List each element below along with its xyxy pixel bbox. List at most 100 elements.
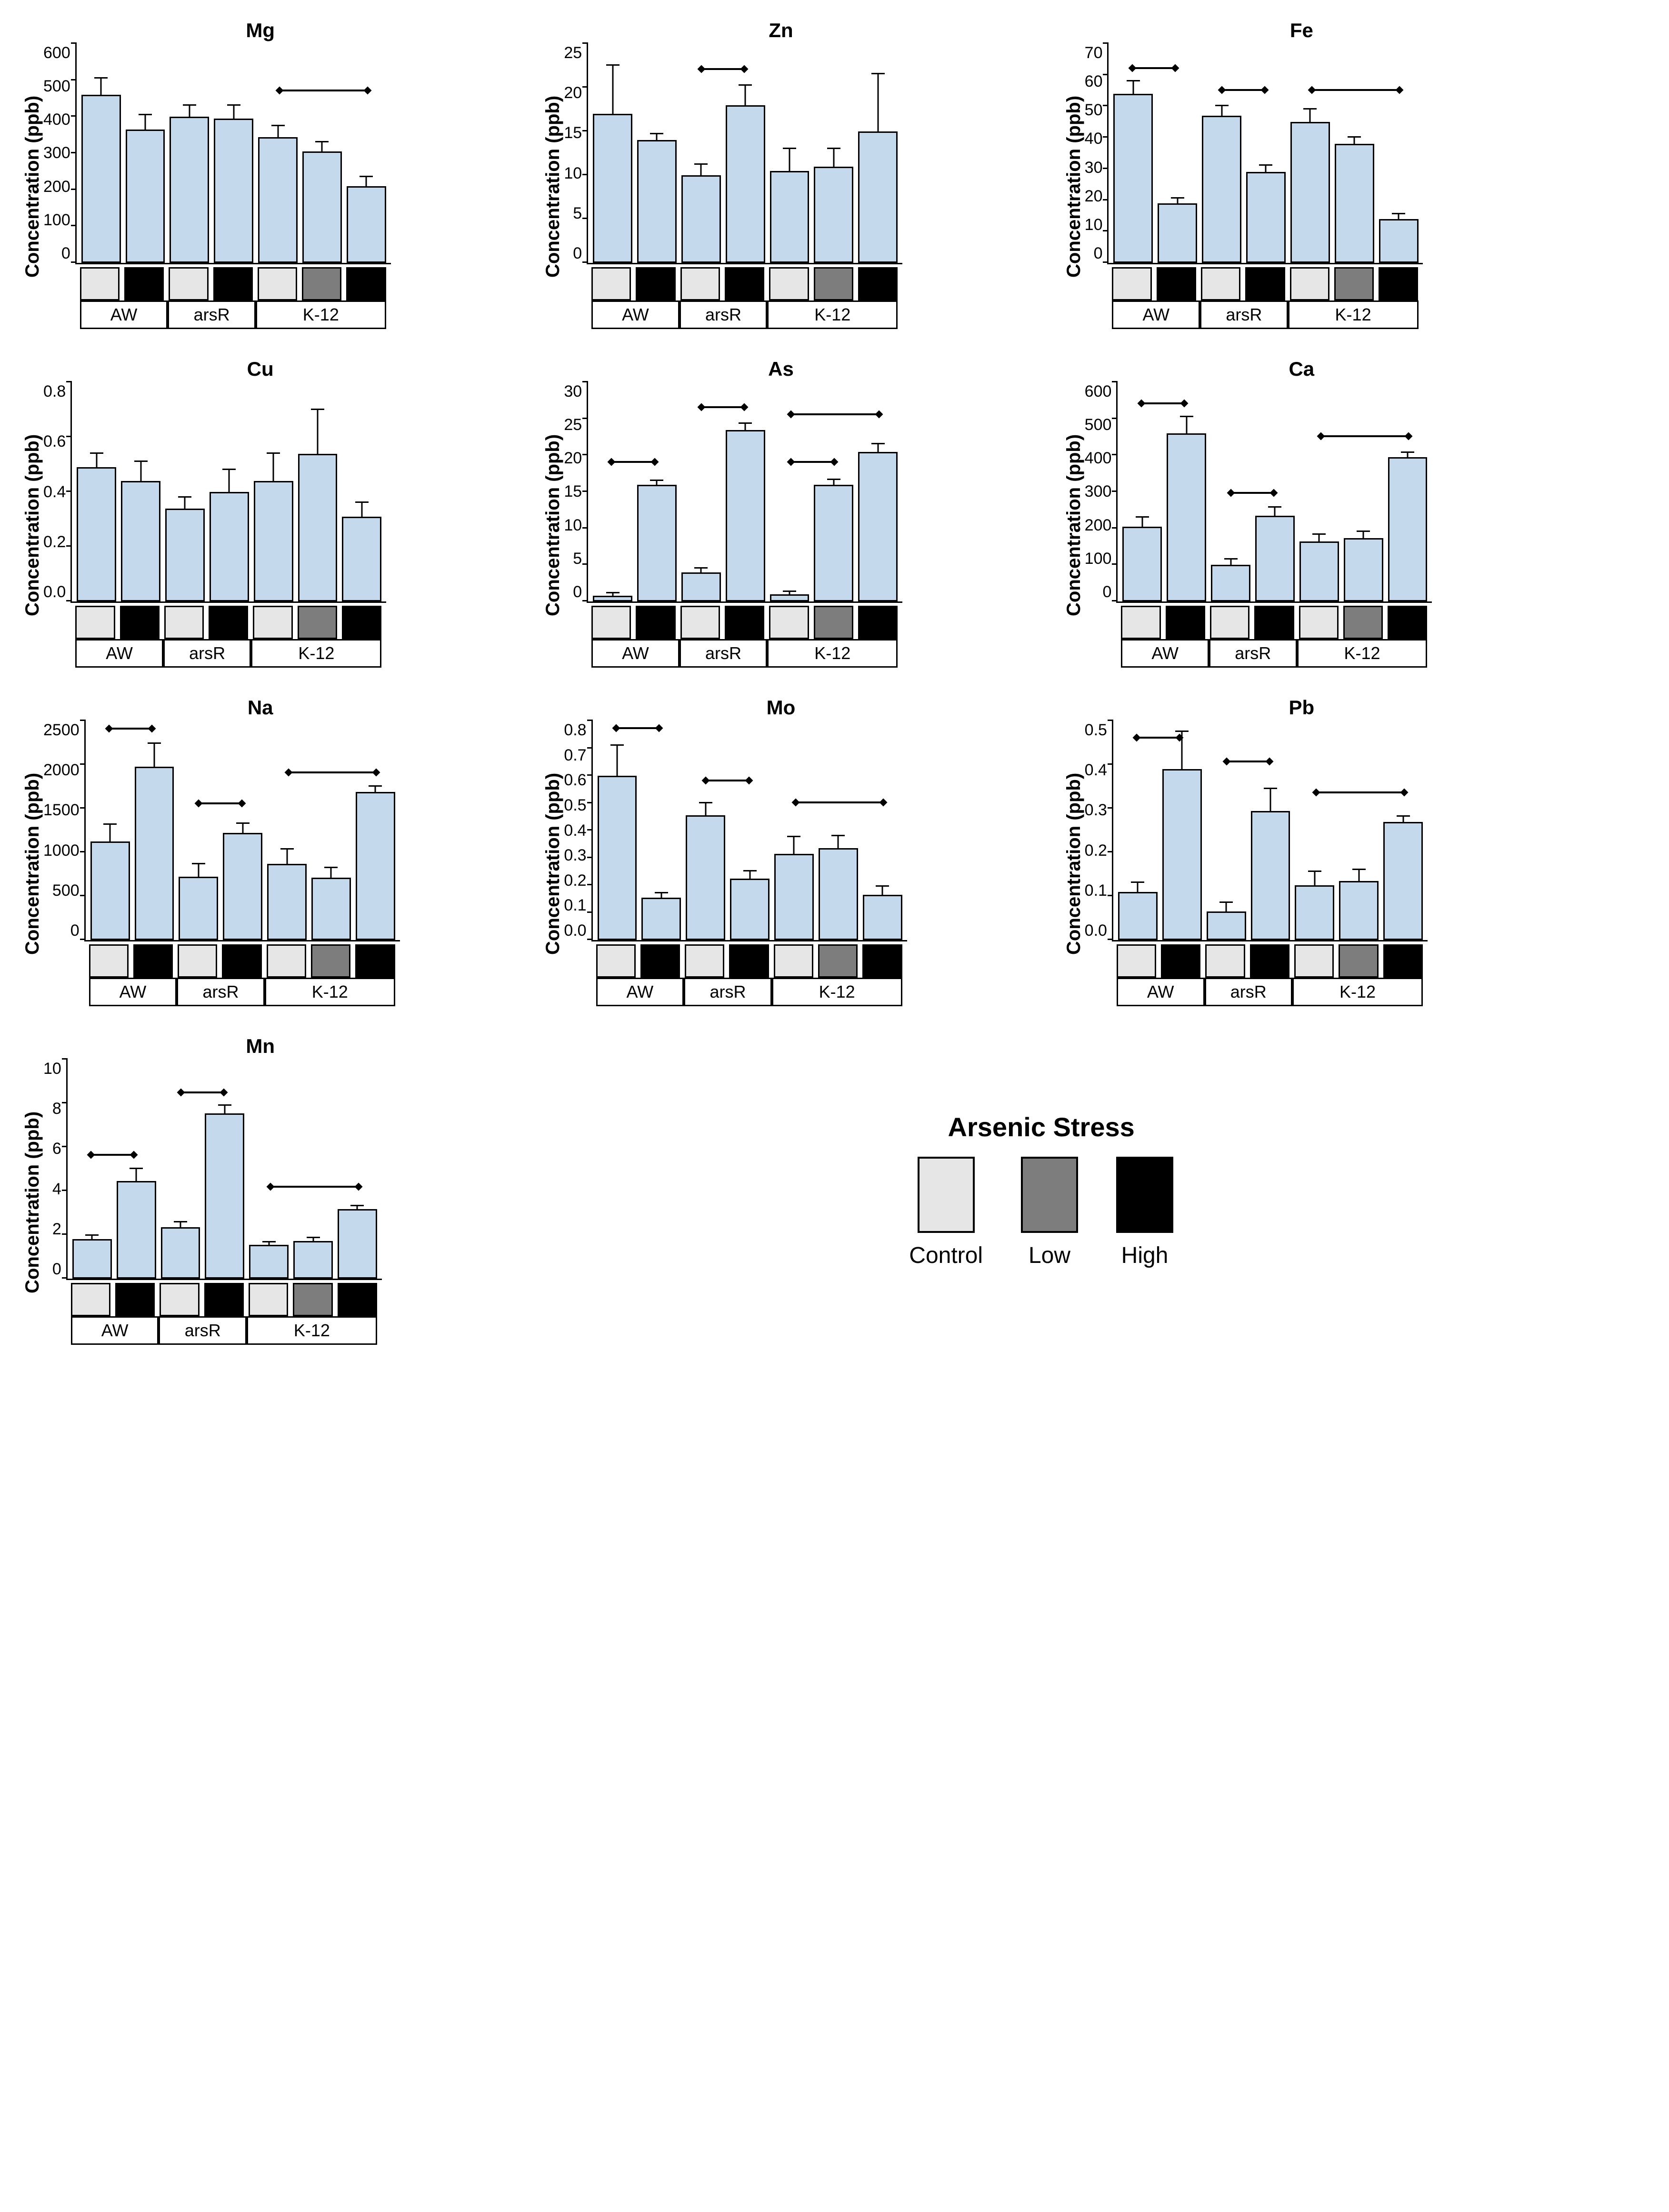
error-whisker <box>1221 106 1222 116</box>
bar-slot <box>126 44 165 263</box>
significance-bar <box>790 461 835 463</box>
data-bar <box>1158 203 1197 263</box>
error-whisker <box>317 410 318 454</box>
y-tick-label: 2 <box>52 1220 61 1239</box>
error-whisker <box>1274 508 1276 516</box>
y-tick-label: 0.2 <box>1085 841 1107 860</box>
y-tick-mark <box>71 189 77 190</box>
bar-slot <box>1335 44 1374 263</box>
y-tick-mark <box>587 884 593 885</box>
group-label: K-12 <box>1292 978 1423 1006</box>
error-whisker <box>789 149 790 171</box>
group-label: K-12 <box>772 978 902 1006</box>
y-tick-mark <box>587 774 593 776</box>
error-cap <box>1127 80 1140 81</box>
condition-row <box>1112 944 1428 978</box>
y-tick-label: 10 <box>564 164 582 183</box>
data-bar <box>249 1245 289 1279</box>
significance-bar <box>795 801 885 803</box>
y-tick-mark <box>80 851 86 852</box>
group-label: K-12 <box>251 639 381 668</box>
group-label: AW <box>71 1316 159 1345</box>
y-axis-ticks: 0.50.40.30.20.10.0 <box>1085 721 1112 940</box>
error-cap <box>324 867 338 868</box>
legend-item: High <box>1116 1157 1173 1269</box>
y-tick-label: 300 <box>1085 482 1112 501</box>
bar-slot <box>72 1060 112 1279</box>
y-tick-mark <box>66 545 72 547</box>
error-cap <box>1224 558 1238 560</box>
data-bar <box>863 895 902 940</box>
significance-bar <box>1140 402 1185 404</box>
condition-cell <box>1117 944 1156 978</box>
error-whisker <box>1177 199 1178 203</box>
condition-cell <box>342 606 381 639</box>
y-axis-ticks: 6005004003002001000 <box>1085 382 1117 601</box>
group-label: AW <box>1117 978 1205 1006</box>
condition-cell <box>1379 267 1418 300</box>
legend-title: Arsenic Stress <box>948 1111 1135 1142</box>
chart-panel-ca: CaConcentration (ppb)6005004003002001000… <box>1060 358 1543 668</box>
error-whisker <box>833 480 834 484</box>
condition-cell <box>169 267 208 300</box>
error-cap <box>1348 136 1361 138</box>
chart-title: Fe <box>1060 19 1543 42</box>
error-cap <box>1215 105 1229 106</box>
condition-cell <box>258 267 297 300</box>
error-cap <box>787 836 800 837</box>
y-tick-mark <box>587 720 593 721</box>
error-whisker <box>189 106 190 117</box>
error-whisker <box>1226 903 1227 911</box>
chart-body: Concentration (ppb)706050403020100AWarsR… <box>1060 44 1543 329</box>
condition-cell <box>769 606 809 639</box>
bar-slot <box>77 382 116 601</box>
condition-cell <box>249 1283 288 1316</box>
y-tick-label: 0.0 <box>564 921 586 940</box>
error-cap <box>90 452 103 454</box>
y-tick-label: 0 <box>1094 244 1103 263</box>
group-row: AWarsRK-12 <box>1116 639 1432 668</box>
error-whisker <box>242 824 243 832</box>
error-cap <box>1175 731 1189 732</box>
y-tick-mark <box>582 600 588 601</box>
error-cap <box>1136 516 1149 518</box>
error-cap <box>134 460 148 462</box>
error-cap <box>130 1168 143 1169</box>
y-axis-label: Concentration (ppb) <box>540 721 564 1006</box>
bar-slot <box>1379 44 1419 263</box>
plot-wrap: AWarsRK-12 <box>84 721 400 1006</box>
condition-cell <box>302 267 341 300</box>
y-tick-mark <box>1108 851 1113 852</box>
bar-slot <box>338 1060 377 1279</box>
condition-row <box>587 267 902 300</box>
error-cap <box>148 742 161 744</box>
y-tick-label: 300 <box>43 144 70 162</box>
y-tick-mark <box>1108 763 1113 765</box>
data-bar <box>637 140 677 263</box>
data-bar <box>126 130 165 263</box>
condition-cell <box>640 944 680 978</box>
y-tick-mark <box>1112 454 1118 455</box>
condition-cell <box>1388 606 1427 639</box>
condition-cell <box>1383 944 1423 978</box>
data-bar <box>1255 516 1295 601</box>
chart-panel-na: NaConcentration (ppb)2500200015001000500… <box>19 696 501 1006</box>
bar-slot <box>814 44 853 263</box>
y-axis-ticks: 302520151050 <box>564 382 587 601</box>
bar-slot <box>210 382 249 601</box>
error-cap <box>739 84 752 86</box>
group-label: AW <box>1121 639 1209 668</box>
chart-body: Concentration (ppb)0.80.70.60.50.40.30.2… <box>540 721 1022 1006</box>
bar-slot <box>342 382 381 601</box>
plot-area <box>84 721 400 941</box>
condition-cell <box>253 606 292 639</box>
error-whisker <box>180 1222 181 1227</box>
y-tick-mark <box>587 911 593 913</box>
data-bar <box>1339 881 1379 940</box>
chart-title: As <box>540 358 1022 380</box>
y-tick-mark <box>582 563 588 565</box>
condition-cell <box>774 944 813 978</box>
bar-slot <box>1251 721 1290 940</box>
y-tick-label: 0 <box>573 244 582 263</box>
y-tick-mark <box>71 261 77 263</box>
